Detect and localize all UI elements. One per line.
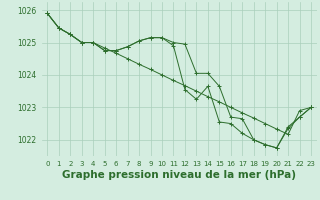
X-axis label: Graphe pression niveau de la mer (hPa): Graphe pression niveau de la mer (hPa) bbox=[62, 170, 296, 180]
